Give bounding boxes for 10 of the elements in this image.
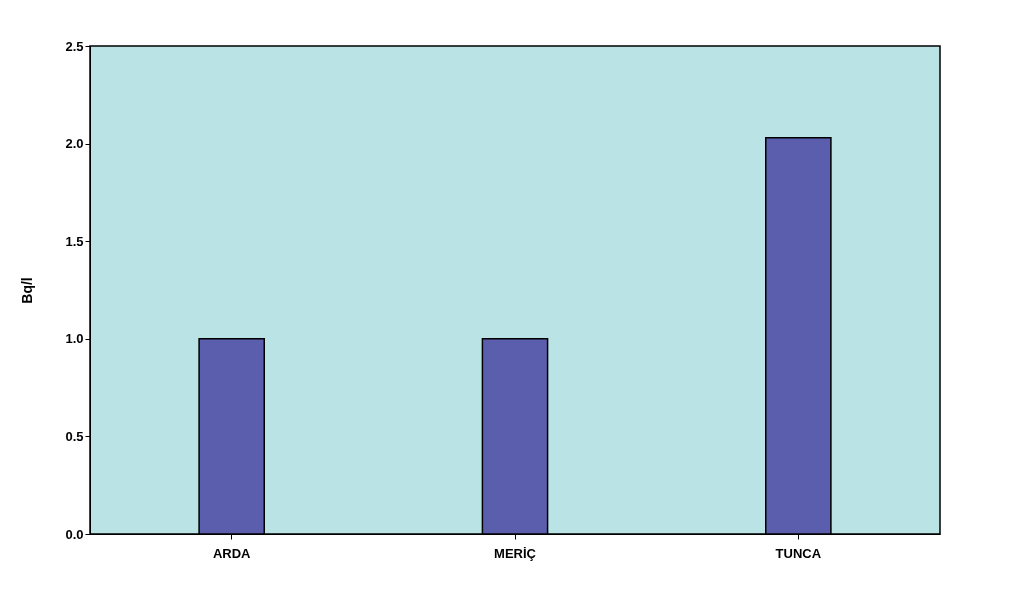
x-tick-label: MERİÇ [494, 545, 537, 561]
y-tick-label: 0.0 [65, 526, 84, 542]
y-tick-label: 1.5 [65, 233, 84, 249]
x-tick-label: TUNCA [775, 545, 822, 561]
y-tick-label: 2.5 [65, 38, 84, 54]
y-tick-label: 2.0 [65, 136, 84, 152]
y-axis-title: Bq/l [19, 277, 36, 304]
y-tick-label: 0.5 [65, 428, 84, 444]
y-tick-label: 1.0 [65, 331, 84, 347]
x-tick-label: ARDA [212, 545, 252, 561]
